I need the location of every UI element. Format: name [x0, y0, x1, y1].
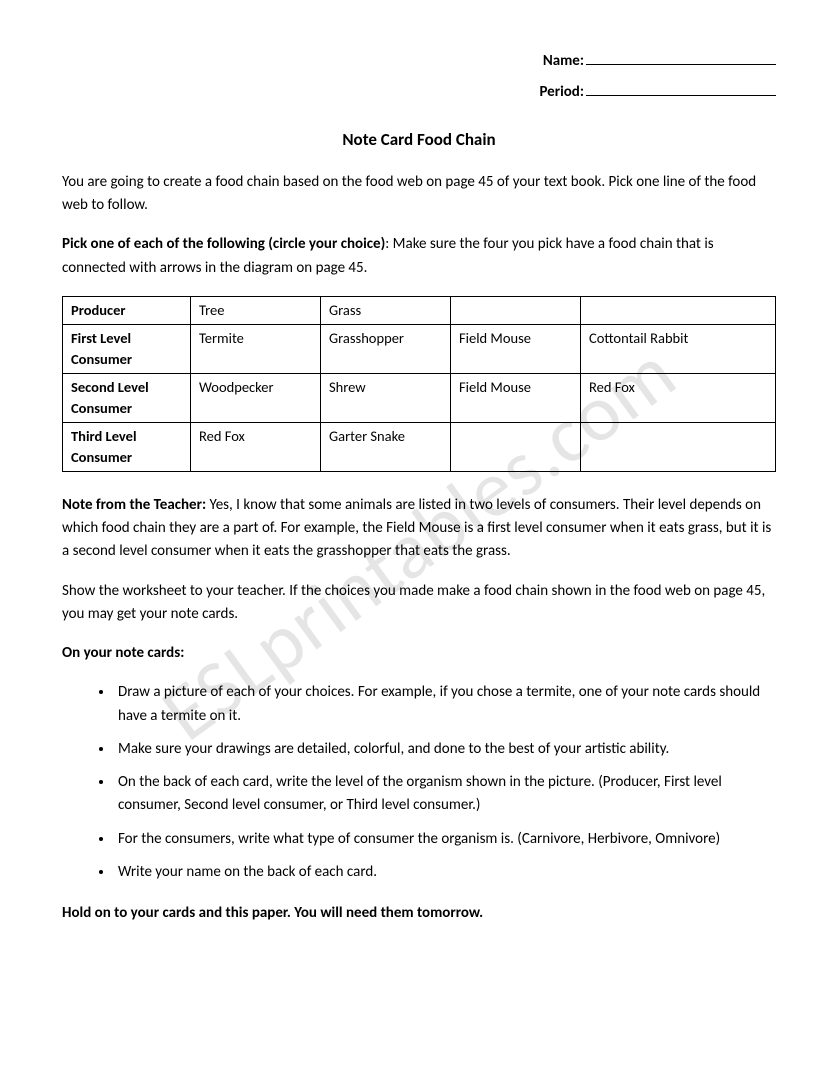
list-item: Make sure your drawings are detailed, co…	[114, 738, 776, 761]
choice-cell[interactable]: Tree	[191, 296, 321, 324]
choice-cell[interactable]: Grass	[321, 296, 451, 324]
choice-cell[interactable]	[451, 296, 581, 324]
intro-paragraph: You are going to create a food chain bas…	[62, 171, 776, 218]
page-title: Note Card Food Chain	[62, 127, 776, 153]
table-row: Second Level Consumer Woodpecker Shrew F…	[63, 373, 776, 422]
notecards-list: Draw a picture of each of your choices. …	[62, 681, 776, 884]
list-item: Write your name on the back of each card…	[114, 861, 776, 884]
choice-cell[interactable]: Red Fox	[191, 422, 321, 471]
level-cell: Producer	[63, 296, 191, 324]
list-item: For the consumers, write what type of co…	[114, 828, 776, 851]
choice-cell[interactable]: Red Fox	[581, 373, 776, 422]
document-content: Name: Period: Note Card Food Chain You a…	[62, 50, 776, 925]
period-line: Period:	[539, 81, 776, 104]
teacher-note-label: Note from the Teacher:	[62, 496, 206, 514]
choice-cell[interactable]: Woodpecker	[191, 373, 321, 422]
table-row: Producer Tree Grass	[63, 296, 776, 324]
name-blank[interactable]	[586, 51, 776, 65]
teacher-note-paragraph: Note from the Teacher: Yes, I know that …	[62, 494, 776, 564]
period-label: Period:	[539, 83, 584, 101]
choice-cell[interactable]: Cottontail Rabbit	[581, 324, 776, 373]
choice-cell[interactable]	[581, 422, 776, 471]
food-chain-table: Producer Tree Grass First Level Consumer…	[62, 296, 776, 472]
choice-cell[interactable]	[581, 296, 776, 324]
notecards-heading: On your note cards:	[62, 642, 776, 665]
pick-paragraph: Pick one of each of the following (circl…	[62, 233, 776, 280]
list-item: Draw a picture of each of your choices. …	[114, 681, 776, 728]
choice-cell[interactable]: Garter Snake	[321, 422, 451, 471]
choice-cell[interactable]	[451, 422, 581, 471]
list-item: On the back of each card, write the leve…	[114, 771, 776, 818]
choice-cell[interactable]: Termite	[191, 324, 321, 373]
table-row: First Level Consumer Termite Grasshopper…	[63, 324, 776, 373]
name-line: Name:	[543, 50, 776, 73]
closing-text: Hold on to your cards and this paper. Yo…	[62, 904, 483, 922]
pick-label: Pick one of each of the following (circl…	[62, 235, 385, 253]
show-worksheet-paragraph: Show the worksheet to your teacher. If t…	[62, 580, 776, 627]
notecards-label: On your note cards:	[62, 644, 184, 662]
choice-cell[interactable]: Shrew	[321, 373, 451, 422]
level-cell: First Level Consumer	[63, 324, 191, 373]
choice-cell[interactable]: Field Mouse	[451, 324, 581, 373]
table-row: Third Level Consumer Red Fox Garter Snak…	[63, 422, 776, 471]
header-block: Name: Period:	[62, 50, 776, 113]
choice-cell[interactable]: Grasshopper	[321, 324, 451, 373]
name-label: Name:	[543, 52, 584, 70]
closing-paragraph: Hold on to your cards and this paper. Yo…	[62, 902, 776, 925]
level-cell: Third Level Consumer	[63, 422, 191, 471]
choice-cell[interactable]: Field Mouse	[451, 373, 581, 422]
period-blank[interactable]	[586, 82, 776, 96]
level-cell: Second Level Consumer	[63, 373, 191, 422]
